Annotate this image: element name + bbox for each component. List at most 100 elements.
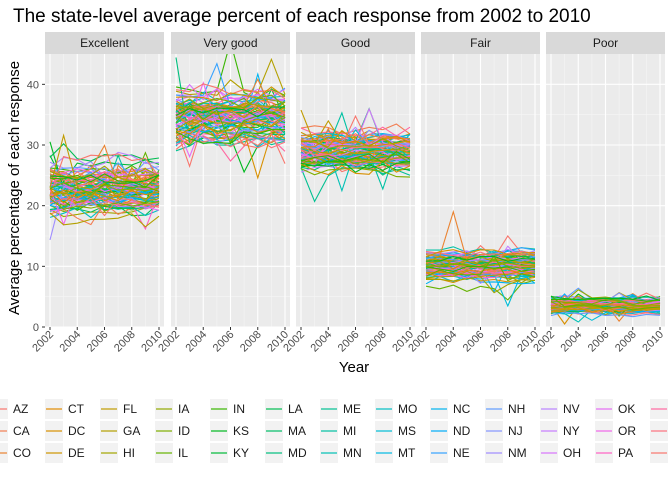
series-line xyxy=(49,143,160,162)
series-line xyxy=(175,124,286,180)
legend-item: NE xyxy=(430,443,470,463)
facet-strip-label: Poor xyxy=(593,36,618,50)
facet-strip xyxy=(45,32,164,54)
legend-label: MA xyxy=(288,424,306,438)
legend-item: CO xyxy=(0,443,31,463)
series-line xyxy=(175,129,286,145)
y-tick-label: 20 xyxy=(27,201,39,213)
legend-item: MT xyxy=(375,443,416,463)
series-line xyxy=(300,152,411,168)
legend-label: NV xyxy=(563,402,580,416)
legend-label: IA xyxy=(178,402,189,416)
legend-item: MS xyxy=(375,421,416,441)
series-line xyxy=(550,295,661,302)
legend-label: IL xyxy=(178,446,188,460)
series-line xyxy=(300,146,411,155)
series-line xyxy=(300,114,411,152)
x-tick-label: 2004 xyxy=(309,329,335,355)
legend-item: LA xyxy=(265,399,303,419)
x-tick-label: 2004 xyxy=(58,329,84,355)
legend-label: NJ xyxy=(508,424,523,438)
legend-label: DC xyxy=(68,424,86,438)
legend-label: CO xyxy=(13,446,31,460)
series-line xyxy=(49,198,160,210)
legend-label: MO xyxy=(398,402,417,416)
legend-item xyxy=(650,399,668,419)
legend-label: OK xyxy=(618,402,635,416)
legend-item: OK xyxy=(595,399,635,419)
series-line xyxy=(175,94,286,110)
legend-item: IL xyxy=(155,443,188,463)
legend-label: MT xyxy=(398,446,416,460)
legend-item: CA xyxy=(0,421,30,441)
legend-item: NV xyxy=(540,399,580,419)
series-line xyxy=(175,54,286,100)
series-line xyxy=(300,126,411,147)
series-line xyxy=(550,299,661,305)
x-tick-label: 2006 xyxy=(586,329,612,355)
series-line xyxy=(175,100,286,116)
facet-strip xyxy=(296,32,415,54)
series-line xyxy=(175,114,286,137)
x-tick-label: 2006 xyxy=(461,329,487,355)
series-line xyxy=(49,165,160,179)
y-tick-label: 10 xyxy=(27,261,39,273)
legend-item: OR xyxy=(595,421,636,441)
legend-item: DC xyxy=(45,421,86,441)
legend-label: DE xyxy=(68,446,85,460)
series-line xyxy=(175,124,286,164)
legend-label: PA xyxy=(618,446,633,460)
series-line xyxy=(175,102,286,114)
legend-label: FL xyxy=(123,402,137,416)
facet-strip xyxy=(421,32,540,54)
series-line xyxy=(300,167,411,178)
y-axis: 0 10 20 30 40 xyxy=(27,79,45,334)
legend-label: NY xyxy=(563,424,580,438)
x-tick-label: 2004 xyxy=(559,329,585,355)
legend-item: MD xyxy=(265,443,307,463)
series-line xyxy=(175,86,286,102)
series-line xyxy=(550,300,661,309)
legend-label: KS xyxy=(233,424,249,438)
y-tick-label: 40 xyxy=(27,79,39,91)
series-line xyxy=(49,168,160,178)
series-line xyxy=(49,212,160,228)
series-line xyxy=(175,106,285,118)
facet-strip-label: Good xyxy=(341,36,370,50)
legend-item: PA xyxy=(595,443,633,463)
legend-label: GA xyxy=(123,424,140,438)
legend-item: KS xyxy=(210,421,249,441)
x-tick-label: 2008 xyxy=(112,329,138,355)
series-line xyxy=(175,136,286,152)
series-line xyxy=(550,295,661,311)
legend-item: ID xyxy=(155,421,190,441)
series-line xyxy=(49,153,160,197)
series-line xyxy=(425,279,536,301)
chart-title: The state-level average percent of each … xyxy=(13,6,591,27)
legend-item: AZ xyxy=(0,399,28,419)
legend-label: MS xyxy=(398,424,416,438)
legend: AZ CA CO CT DC DE FL GA HI IA ID IL IN KS KY LA MA MD ME MI… xyxy=(0,399,668,463)
series-line xyxy=(425,255,536,262)
facet-strip xyxy=(546,32,665,54)
legend-label: HI xyxy=(123,446,135,460)
y-axis-title: Average percentage of each response xyxy=(6,61,23,315)
legend-label: KY xyxy=(233,446,249,460)
legend-item: NM xyxy=(485,443,527,463)
legend-item: ND xyxy=(430,421,471,441)
x-tick-label: 2010 xyxy=(640,329,666,355)
series-line xyxy=(425,265,536,272)
legend-item: IA xyxy=(155,399,189,419)
series-line xyxy=(425,209,536,262)
x-tick-label: 2006 xyxy=(85,329,111,355)
series-line xyxy=(175,123,286,140)
series-line xyxy=(300,156,411,165)
legend-item: DE xyxy=(45,443,85,463)
series-lines xyxy=(49,133,160,241)
series-line xyxy=(49,197,160,212)
legend-label: ID xyxy=(178,424,190,438)
